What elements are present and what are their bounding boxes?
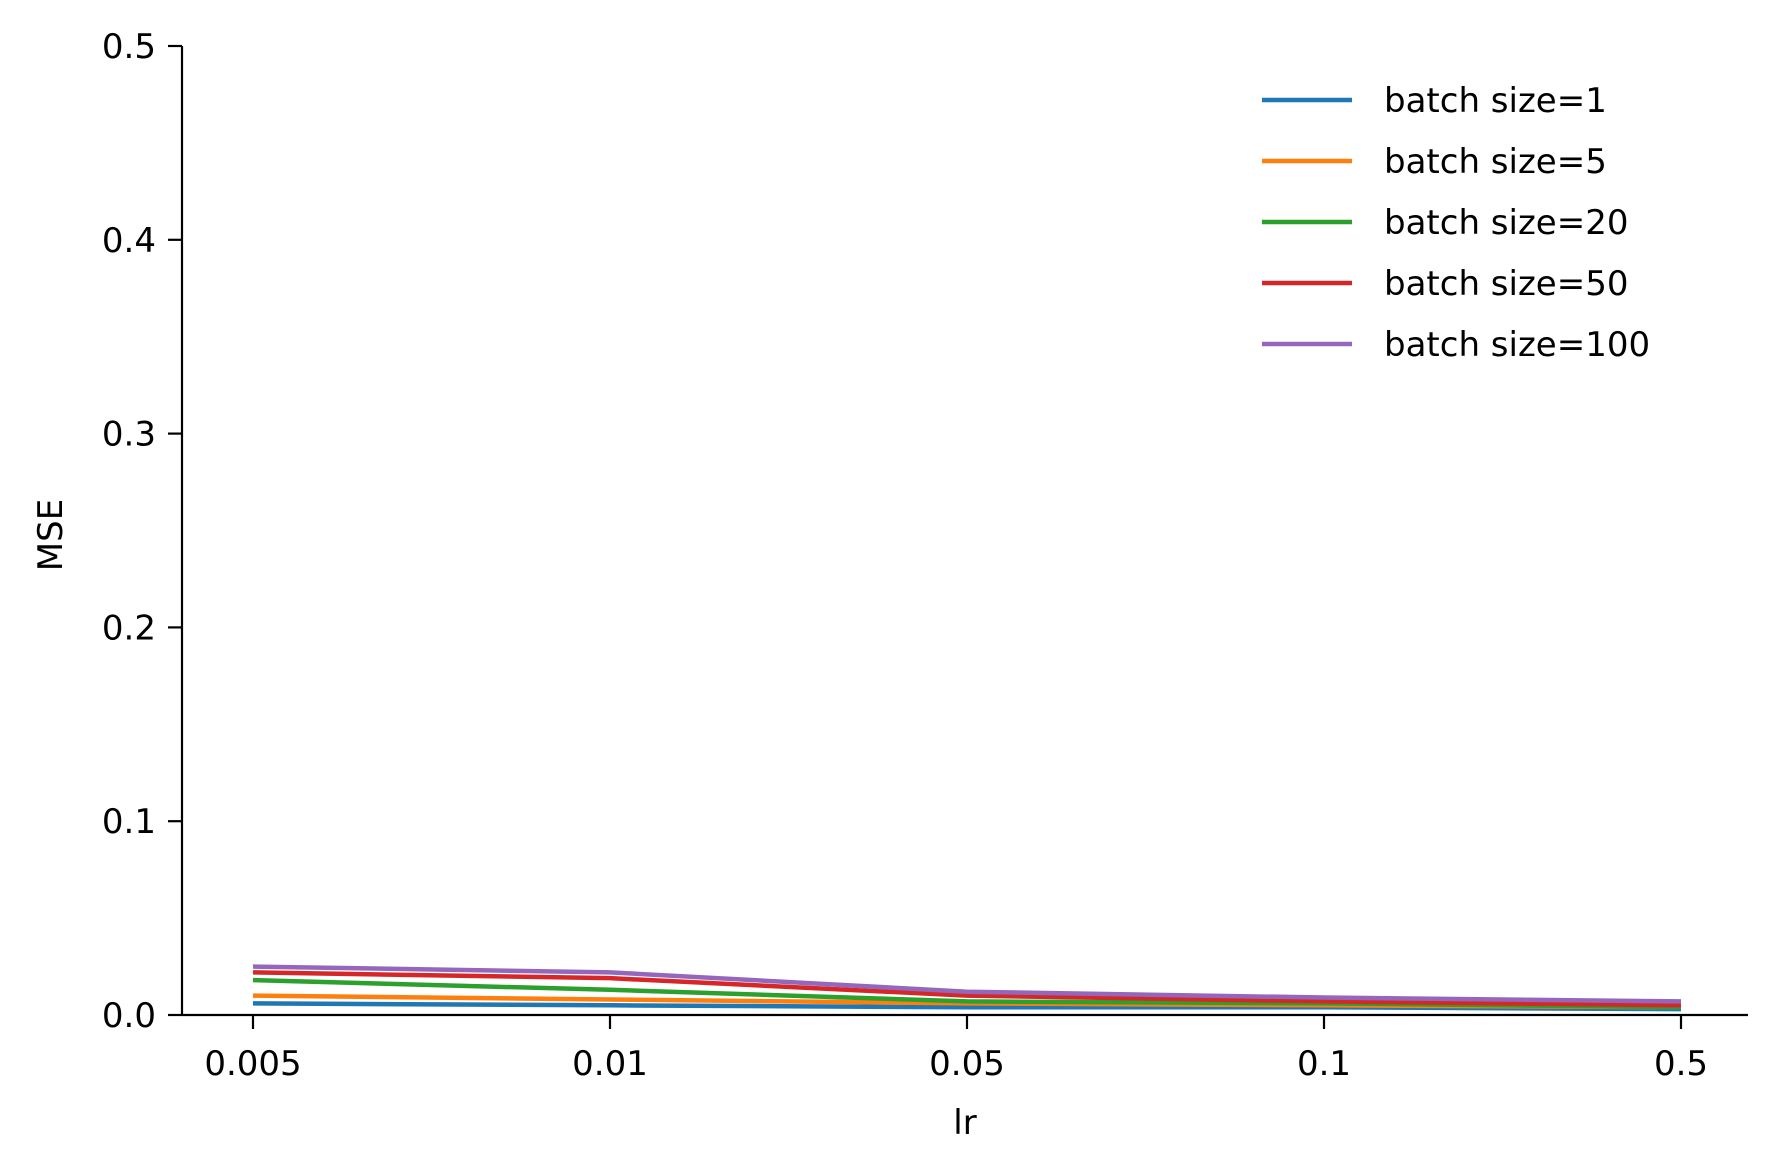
y-axis-label: MSE [31, 499, 71, 571]
series-layer [252, 964, 1682, 1012]
legend-label-4: batch size=100 [1384, 325, 1650, 365]
legend-label-3: batch size=50 [1384, 264, 1628, 304]
x-axis-label: lr [953, 1103, 976, 1143]
series-line-4 [252, 964, 1682, 1004]
axes [180, 46, 1748, 1017]
x-tick-label: 0.01 [572, 1044, 648, 1084]
series-line-3 [252, 970, 1682, 1008]
x-tick-label: 0.5 [1654, 1044, 1708, 1084]
x-ticks: 0.005 0.01 0.05 0.1 0.5 [204, 1015, 1708, 1084]
legend-label-1: batch size=5 [1384, 142, 1607, 182]
x-tick-label: 0.05 [929, 1044, 1005, 1084]
y-tick-label: 0.1 [102, 802, 156, 842]
y-tick-label: 0.0 [102, 996, 156, 1036]
y-tick-label: 0.3 [102, 415, 156, 455]
y-tick-label: 0.4 [102, 221, 156, 261]
legend-label-2: batch size=20 [1384, 203, 1628, 243]
y-tick-label: 0.5 [102, 27, 156, 67]
x-tick-label: 0.005 [204, 1044, 301, 1084]
x-tick-label: 0.1 [1297, 1044, 1351, 1084]
legend: batch size=1 batch size=5 batch size=20 bat… [1262, 81, 1650, 365]
y-ticks: 0.0 0.1 0.2 0.3 0.4 0.5 [102, 27, 182, 1036]
y-tick-label: 0.2 [102, 608, 156, 648]
legend-label-0: batch size=1 [1384, 81, 1607, 121]
